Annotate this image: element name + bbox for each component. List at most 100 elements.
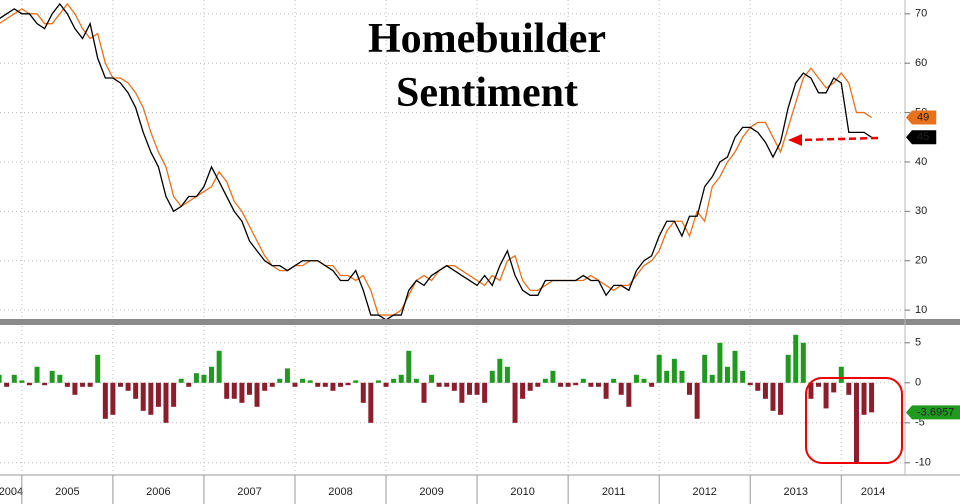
last-value-label: 45	[917, 131, 929, 143]
bar	[686, 382, 692, 395]
bar	[694, 382, 700, 419]
bar	[300, 378, 306, 383]
bar	[345, 382, 351, 386]
bar	[0, 374, 2, 383]
bar	[95, 354, 101, 383]
bar	[254, 382, 260, 407]
highlight-box	[805, 377, 903, 464]
bar	[406, 350, 412, 383]
bar	[626, 382, 632, 407]
bar	[793, 334, 799, 383]
bar	[87, 382, 93, 387]
chart-title: Homebuilder Sentiment	[368, 16, 606, 116]
bar	[671, 358, 677, 383]
bar	[853, 382, 859, 463]
bar	[163, 382, 169, 423]
bar	[489, 370, 495, 383]
bar	[633, 374, 639, 383]
x-tick-label: 2008	[328, 486, 352, 498]
bar	[580, 378, 586, 383]
bar	[527, 382, 533, 391]
bar	[831, 382, 837, 393]
bar	[641, 378, 647, 383]
last-value-badge	[906, 130, 937, 145]
bar	[11, 374, 17, 383]
bar	[368, 382, 374, 423]
bar	[315, 382, 321, 387]
line	[0, 2, 872, 321]
x-tick-label: 2013	[784, 486, 808, 498]
bar	[800, 342, 806, 383]
bar	[595, 382, 601, 387]
bar	[34, 366, 40, 383]
bar	[292, 382, 298, 387]
bar	[717, 342, 723, 383]
y-tick-label: 10	[915, 304, 927, 316]
bar	[72, 382, 78, 395]
bar	[284, 368, 290, 383]
x-tick-label: 2006	[146, 486, 170, 498]
bar	[459, 382, 465, 403]
bar	[573, 382, 579, 386]
bar	[49, 370, 55, 383]
bar	[171, 382, 177, 407]
bar	[269, 382, 275, 387]
bar	[816, 382, 822, 387]
bar	[436, 382, 442, 387]
x-tick-label: 2007	[237, 486, 261, 498]
x-tick-label: 2012	[692, 486, 716, 498]
bar	[724, 366, 730, 383]
bar	[785, 354, 791, 383]
y2-tick-label: 5	[915, 337, 921, 349]
x-tick-label: 2014	[861, 486, 885, 498]
bar	[497, 358, 503, 383]
y2-tick-label: -10	[915, 457, 931, 469]
bar	[80, 382, 86, 387]
bar	[603, 382, 609, 399]
bar	[444, 382, 450, 387]
bar	[778, 382, 784, 415]
last-value-label: 49	[917, 111, 929, 123]
bar	[193, 373, 199, 383]
bar	[747, 382, 753, 386]
bar	[133, 382, 139, 399]
bar	[656, 354, 662, 383]
bar	[186, 382, 192, 387]
bar	[155, 382, 161, 407]
bar	[550, 370, 556, 383]
bar	[611, 378, 617, 383]
bar	[353, 380, 359, 383]
bar	[19, 380, 25, 383]
bar	[117, 382, 123, 387]
y-tick-label: 70	[915, 8, 927, 20]
bar	[330, 382, 336, 391]
panel-divider	[0, 319, 960, 325]
y-tick-label: 60	[915, 57, 927, 69]
bar	[360, 382, 366, 403]
y-tick-label: 20	[915, 255, 927, 267]
bar	[861, 382, 867, 415]
x-tick-label: 2011	[602, 486, 626, 498]
bar	[224, 382, 230, 399]
bar	[451, 382, 457, 391]
plot-area: 2004 2005 2006 2007 2008 2009 2010 2011 2012 2013…	[0, 0, 905, 504]
bar	[246, 382, 252, 395]
bar	[4, 382, 10, 387]
last-value-label: -3.6957	[917, 406, 954, 418]
bar	[762, 382, 768, 399]
bar	[679, 370, 685, 383]
bar	[588, 382, 594, 387]
bar	[504, 366, 510, 383]
bar	[398, 374, 404, 383]
bar	[307, 380, 313, 383]
arrow-head	[788, 134, 802, 146]
bar	[869, 382, 875, 413]
bar	[474, 382, 480, 395]
bar	[262, 382, 268, 391]
bar	[42, 382, 48, 386]
bar	[140, 382, 146, 411]
bar	[209, 366, 215, 383]
y-tick-label: 30	[915, 205, 927, 217]
